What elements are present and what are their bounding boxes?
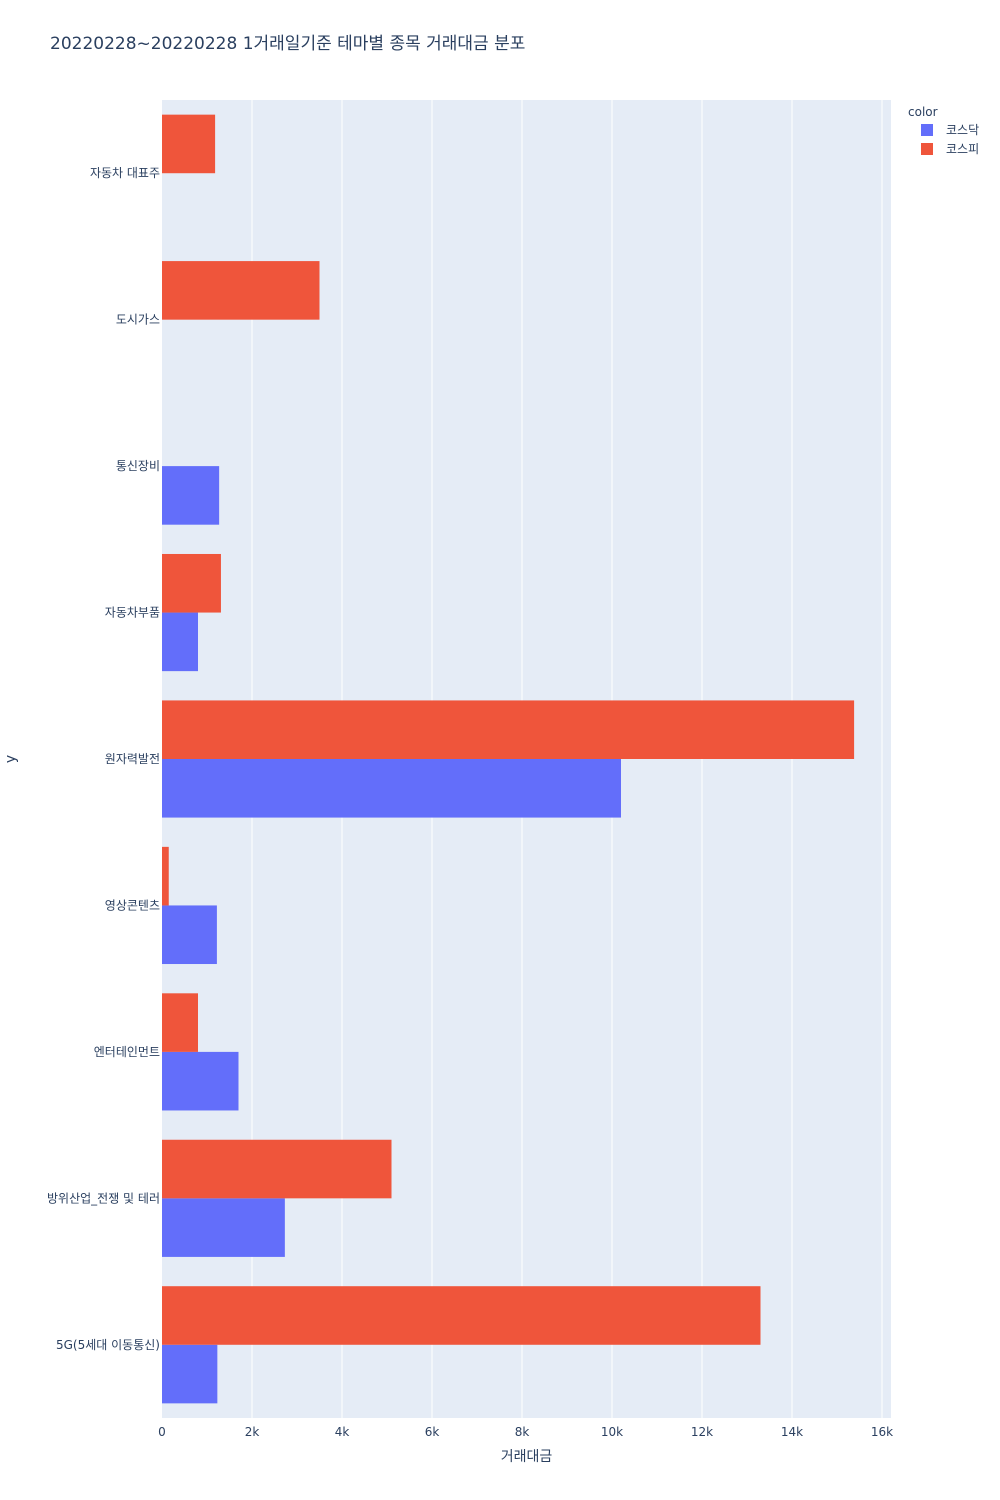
y-tick-label: 방위산업_전쟁 및 테러 <box>47 1191 160 1205</box>
x-tick-label: 4k <box>335 1425 350 1439</box>
x-tick-label: 12k <box>691 1425 713 1439</box>
x-axis-ticks: 0 2k 4k 6k 8k 10k 12k 14k 16k <box>158 1425 893 1439</box>
bar <box>162 1198 285 1257</box>
legend-label[interactable]: 코스닥 <box>946 123 979 137</box>
x-tick-label: 2k <box>245 1425 260 1439</box>
legend-swatch[interactable] <box>921 143 933 155</box>
x-tick-label: 0 <box>158 1425 166 1439</box>
y-tick-label: 5G(5세대 이동통신) <box>56 1338 160 1352</box>
x-tick-label: 14k <box>781 1425 803 1439</box>
bar <box>162 114 216 174</box>
chart-title: 20220228~20220228 1거래일기준 테마별 종목 거래대금 분포 <box>50 34 525 54</box>
bar <box>162 700 855 759</box>
legend-swatch[interactable] <box>921 124 933 136</box>
bar <box>162 1139 392 1199</box>
bar <box>162 466 220 525</box>
bar <box>162 261 320 320</box>
x-tick-label: 16k <box>871 1425 893 1439</box>
bar <box>162 905 217 965</box>
y-tick-label: 자동차 대표주 <box>90 166 160 180</box>
y-tick-label: 엔터테인먼트 <box>94 1045 160 1059</box>
bars <box>162 114 855 1404</box>
x-tick-label: 6k <box>425 1425 440 1439</box>
bar <box>162 1344 218 1404</box>
y-axis-ticks: 자동차 대표주도시가스통신장비자동차부품원자력발전영상콘텐츠엔터테인먼트방위산업… <box>47 166 160 1352</box>
bar <box>162 759 621 818</box>
bar <box>162 993 198 1052</box>
x-tick-label: 8k <box>515 1425 530 1439</box>
bar <box>162 553 221 613</box>
y-axis-title: y <box>3 755 19 763</box>
bar <box>162 846 169 906</box>
y-tick-label: 영상콘텐츠 <box>105 898 160 912</box>
legend-title: color <box>908 105 938 119</box>
x-tick-label: 10k <box>601 1425 623 1439</box>
x-axis-title: 거래대금 <box>501 1449 553 1465</box>
y-tick-label: 자동차부품 <box>105 606 160 620</box>
y-tick-label: 통신장비 <box>116 459 160 473</box>
bar <box>162 1051 239 1111</box>
bar <box>162 1286 761 1345</box>
y-tick-label: 원자력발전 <box>105 752 160 766</box>
y-tick-label: 도시가스 <box>116 313 160 327</box>
legend-label[interactable]: 코스피 <box>946 142 979 156</box>
bar <box>162 612 198 672</box>
